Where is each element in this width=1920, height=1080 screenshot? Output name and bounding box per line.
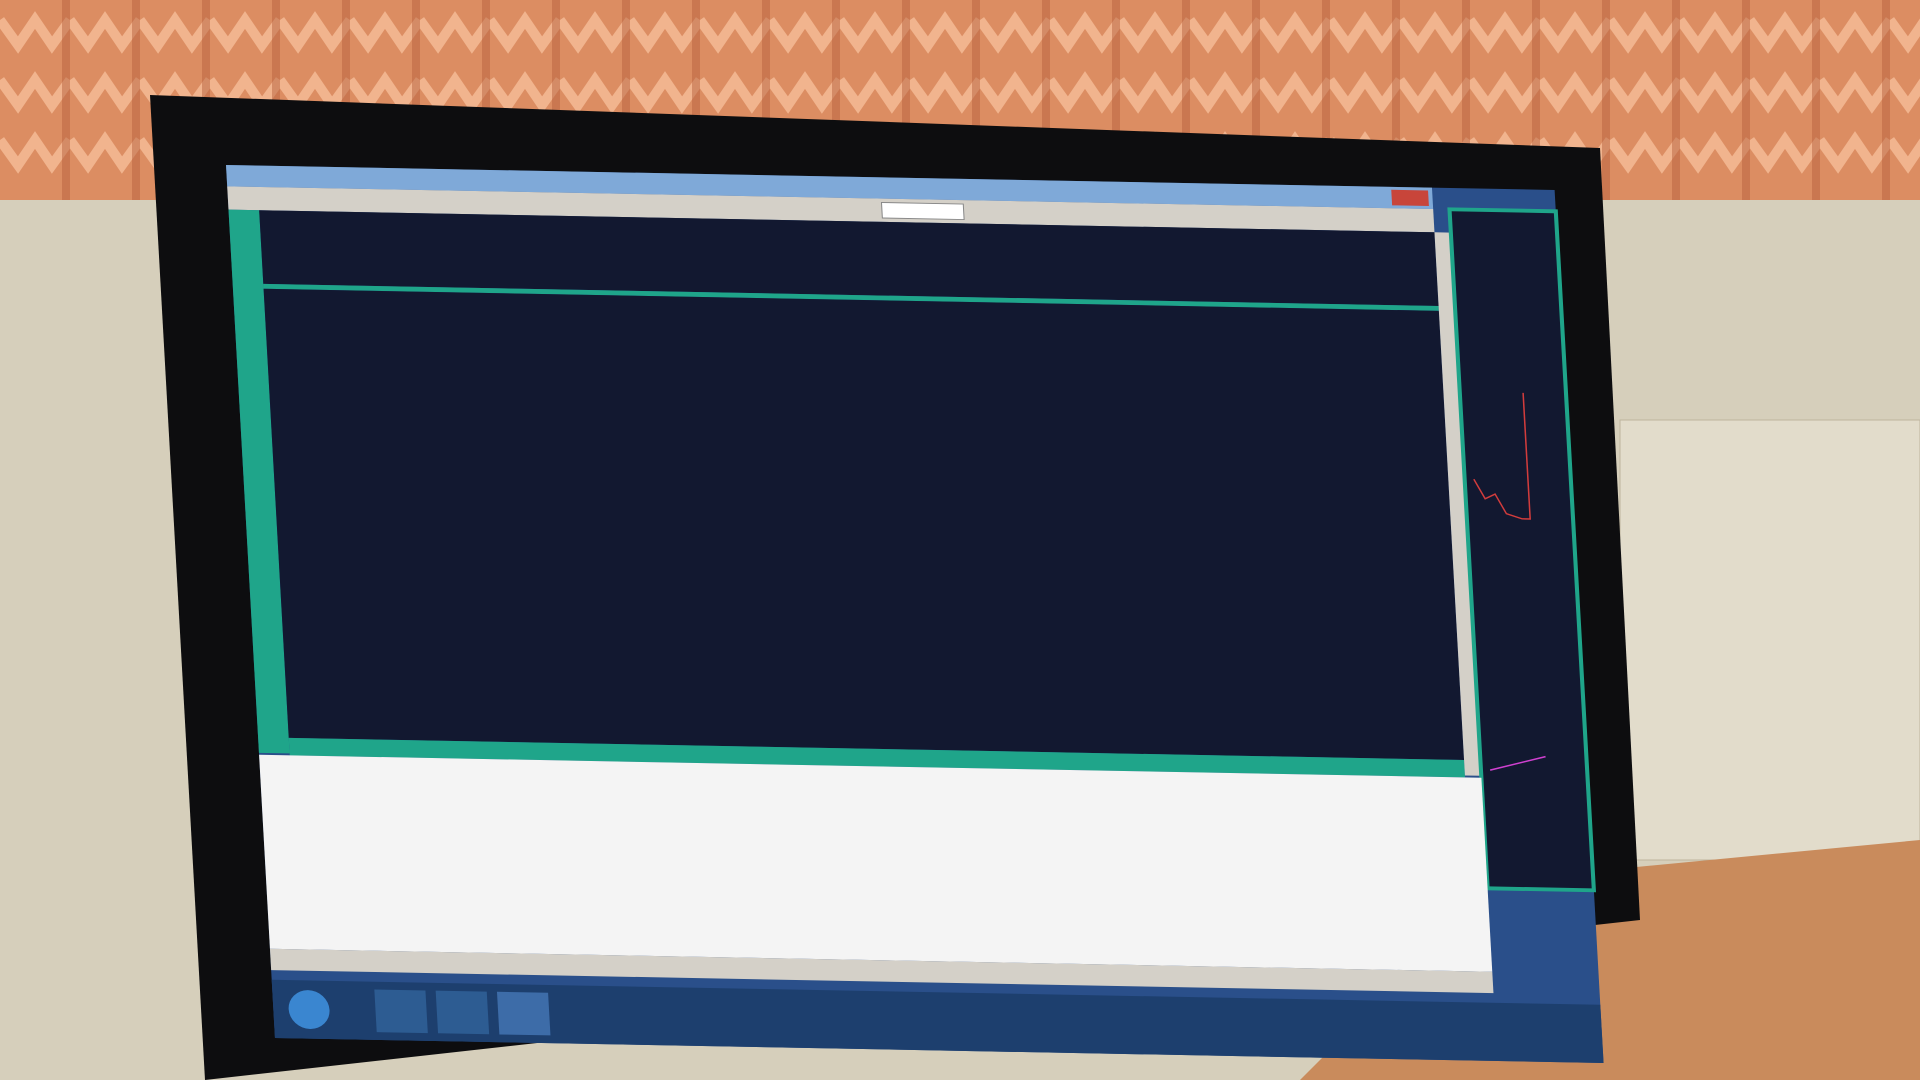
side-plot-line xyxy=(1489,755,1546,771)
screen xyxy=(226,165,1604,1063)
separator xyxy=(263,283,1439,311)
taskbar-app[interactable] xyxy=(374,989,428,1034)
taskbar xyxy=(271,979,1604,1063)
palette-strip xyxy=(1434,232,1482,776)
start-button[interactable] xyxy=(288,990,331,1030)
status-bar xyxy=(269,948,1494,994)
x-axis-band xyxy=(288,737,1466,778)
title-bar xyxy=(226,165,1434,209)
taskbar-app[interactable] xyxy=(496,991,551,1036)
close-button[interactable] xyxy=(1391,189,1429,207)
pattern-area xyxy=(263,288,1465,760)
side-plot xyxy=(1473,392,1531,520)
toolbar xyxy=(227,186,1435,233)
left-strip xyxy=(228,209,290,754)
side-panel xyxy=(1447,207,1597,893)
hit-profile-area xyxy=(259,210,1439,306)
taskbar-app[interactable] xyxy=(435,990,490,1035)
toolbar-field[interactable] xyxy=(880,202,965,221)
cabinet xyxy=(1619,419,1920,861)
table-area xyxy=(259,754,1493,972)
